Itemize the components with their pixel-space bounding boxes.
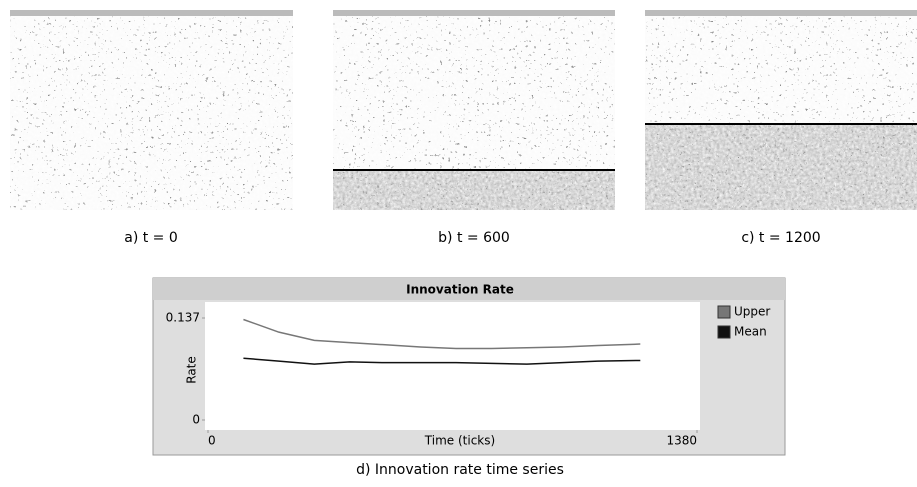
texture [10, 10, 293, 210]
panel-b [333, 10, 615, 210]
plot-area [205, 302, 700, 430]
window-bar [645, 10, 917, 16]
figure: a) t = 0 b) t = 600 c) t = 1200 d) Innov… [0, 0, 917, 483]
x-tick-label: 0 [208, 434, 216, 448]
panel-a [10, 10, 293, 210]
window-bar [333, 10, 615, 16]
y-tick-label: 0.137 [166, 311, 200, 325]
legend-swatch [718, 306, 730, 318]
texture [333, 170, 615, 210]
caption: c) t = 1200 [741, 230, 820, 246]
legend-label: Upper [734, 305, 770, 319]
panel-c [645, 10, 917, 210]
y-axis-label: Rate [185, 356, 199, 384]
x-axis-label: Time (ticks) [424, 434, 495, 448]
y-tick-label: 0 [192, 413, 200, 427]
caption: b) t = 600 [438, 230, 510, 246]
legend-label: Mean [734, 325, 767, 339]
chart-title: Innovation Rate [406, 283, 514, 297]
x-tick-label: 1380 [666, 434, 697, 448]
caption: d) Innovation rate time series [356, 462, 564, 478]
texture [645, 124, 917, 210]
caption: a) t = 0 [124, 230, 178, 246]
legend-swatch [718, 326, 730, 338]
window-bar [10, 10, 293, 16]
